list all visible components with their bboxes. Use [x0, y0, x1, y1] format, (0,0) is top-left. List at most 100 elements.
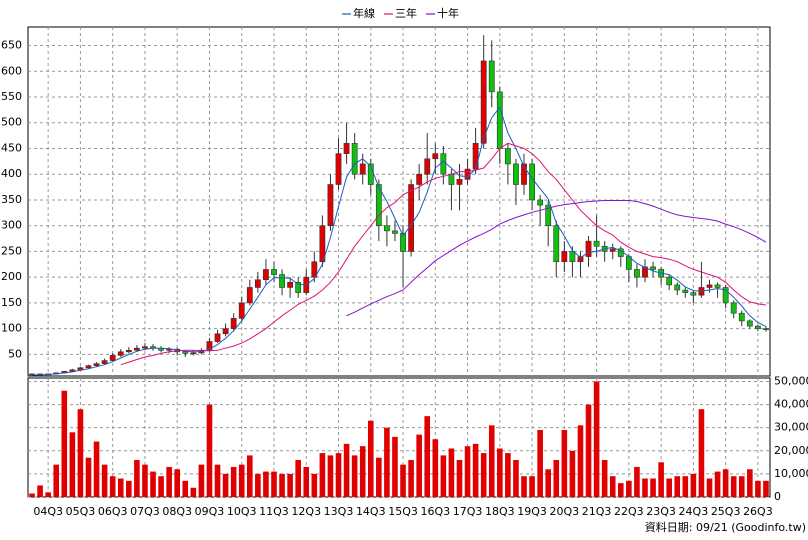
candle-body: [755, 325, 761, 329]
candle-body: [674, 284, 681, 291]
candle-body: [279, 274, 285, 288]
volume-bar: [29, 493, 35, 497]
candle-body: [448, 173, 455, 185]
candle-body: [529, 163, 535, 201]
candle-body: [545, 204, 552, 226]
candle-body: [666, 276, 673, 286]
x-tick-label: 11Q3: [259, 505, 289, 518]
volume-bar: [537, 429, 543, 497]
volume-bar: [359, 446, 366, 497]
volume-bar: [448, 448, 455, 497]
volume-bar: [626, 480, 632, 497]
candle-body: [359, 163, 366, 175]
volume-bar: [464, 446, 471, 497]
volume-bar: [134, 460, 140, 497]
x-tick-label: 26Q3: [743, 505, 773, 518]
volume-bar: [295, 460, 301, 497]
y2-tick-label: 10,000: [774, 467, 808, 480]
candle-body: [424, 158, 431, 175]
volume-bar: [585, 404, 592, 497]
y-tick-label: 600: [1, 64, 22, 77]
volume-bar: [529, 476, 535, 497]
candle-body: [166, 348, 173, 351]
volume-bar: [222, 473, 229, 497]
candle-body: [432, 153, 439, 160]
volume-bar: [690, 473, 697, 497]
ma-line: [32, 106, 767, 376]
volume-bar: [722, 469, 729, 497]
volume-bar: [617, 483, 624, 497]
y-tick-label: 50: [8, 347, 22, 360]
volume-bar: [69, 432, 76, 497]
ma-line: [346, 200, 767, 317]
volume-bar: [327, 455, 334, 497]
legend-label: 十年: [437, 6, 459, 20]
price-panel: [27, 26, 771, 377]
volume-bar: [126, 480, 132, 497]
candle-body: [585, 240, 592, 257]
volume-bar: [609, 476, 616, 497]
footer: 資料日期: 09/21 (Goodinfo.tw): [645, 520, 806, 534]
volume-bar: [569, 450, 576, 497]
volume-bar: [480, 453, 487, 497]
candle-body: [738, 312, 745, 322]
candle-body: [400, 233, 406, 252]
x-tick-label: 22Q3: [614, 505, 644, 518]
volume-bar: [392, 436, 398, 497]
x-tick-label: 12Q3: [291, 505, 321, 518]
y2-tick-label: 20,000: [774, 444, 808, 457]
candle-body: [464, 168, 471, 180]
volume-bar: [674, 476, 681, 497]
volume-bar: [497, 448, 503, 497]
candle-body: [222, 328, 229, 335]
x-tick-label: 09Q3: [195, 505, 225, 518]
volume-bar: [61, 390, 68, 497]
volume-bar: [174, 469, 181, 497]
volume-bar: [101, 464, 108, 497]
volume-bar: [706, 478, 713, 497]
x-tick-label: 19Q3: [517, 505, 547, 518]
volume-bar: [142, 464, 148, 497]
candle-body: [577, 256, 584, 263]
y-tick-label: 550: [1, 90, 22, 103]
candle-body: [351, 143, 358, 175]
volume-bar: [763, 480, 769, 497]
volume-bar: [335, 453, 342, 497]
candle-body: [593, 240, 600, 247]
y2-tick-label: 50,000: [774, 374, 808, 387]
candle-body: [408, 184, 414, 252]
volume-bar: [376, 457, 382, 497]
volume-bar: [206, 404, 213, 497]
candle-body: [496, 91, 503, 149]
y-tick-label: 150: [1, 296, 22, 309]
candle-body: [238, 302, 245, 319]
candle-body: [109, 355, 116, 361]
y2-tick-label: 30,000: [774, 421, 808, 434]
x-tick-label: 18Q3: [485, 505, 515, 518]
volume-bar: [521, 476, 527, 497]
y-tick-label: 250: [1, 244, 22, 257]
volume-bar: [230, 466, 237, 497]
x-tick-label: 04Q3: [33, 505, 63, 518]
candle-body: [488, 60, 495, 93]
volume-bar: [408, 460, 414, 497]
volume-bar: [158, 476, 164, 497]
candle-body: [327, 184, 334, 226]
candle-body: [440, 153, 447, 175]
volume-bar: [472, 443, 479, 497]
candle-body: [254, 279, 261, 288]
candle-body: [569, 251, 576, 263]
volume-bar: [117, 478, 124, 497]
volume-bar: [424, 416, 431, 497]
candle-body: [706, 284, 713, 288]
volume-bar: [303, 466, 310, 497]
candle-body: [190, 352, 197, 355]
candle-body: [246, 287, 253, 304]
volume-bar: [85, 457, 92, 497]
candle-body: [125, 349, 132, 353]
candle-body: [480, 60, 487, 144]
candle-body: [456, 179, 463, 185]
candle-body: [722, 287, 729, 304]
candle-body: [133, 347, 140, 351]
